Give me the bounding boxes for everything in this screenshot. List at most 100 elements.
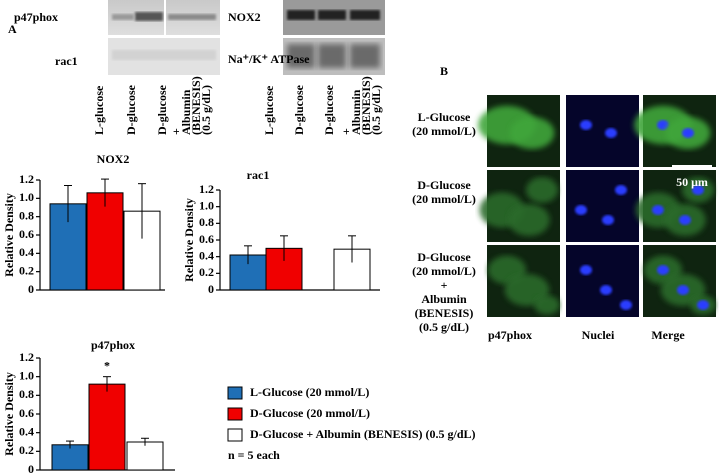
nucleus (692, 185, 704, 195)
micrograph (566, 170, 639, 242)
significance-marker: * (104, 358, 110, 372)
y-tick-label: 1.0 (199, 198, 214, 212)
y-tick-label: 0.4 (19, 424, 34, 438)
y-axis-label: Relative Density (2, 193, 16, 277)
chart-title: rac1 (247, 168, 270, 182)
nucleus (657, 265, 669, 275)
y-tick-label: 0.4 (199, 248, 214, 262)
micrographs (478, 95, 716, 317)
lane-label: + (169, 128, 183, 135)
row-label: (20 mmol/L) (412, 124, 476, 138)
column-label: p47phox (488, 328, 532, 342)
lane-label: (BENESIS) (189, 76, 203, 135)
y-tick-label: 0.6 (199, 232, 214, 246)
y-tick-label: 1.0 (19, 368, 34, 382)
y-tick-label: 0.2 (199, 265, 214, 279)
nucleus (679, 215, 691, 225)
cell-stain (504, 274, 550, 306)
nucleus (580, 120, 592, 130)
lane-label: D-glucose (155, 84, 169, 135)
lane-label: (0.5 g/dL) (369, 85, 383, 135)
row-label: Albumin (421, 292, 467, 306)
nucleus (682, 128, 694, 138)
y-tick-label: 1.2 (199, 182, 214, 196)
y-tick-label: 0.2 (19, 443, 34, 457)
column-label: Merge (651, 328, 685, 342)
y-tick-label: 0.6 (19, 227, 34, 241)
legend-swatch (227, 428, 243, 442)
nucleus (657, 120, 669, 130)
row-label: D-Glucose (417, 178, 471, 192)
nucleus (605, 128, 617, 138)
nucleus (602, 215, 614, 225)
row-label: (BENESIS) (415, 306, 474, 320)
lane-label: L-glucose (262, 85, 276, 135)
nucleus (697, 300, 709, 310)
panel-label: A (8, 22, 17, 36)
nucleus (580, 265, 592, 275)
y-tick-label: 0.8 (199, 215, 214, 229)
bar (86, 192, 124, 291)
legend-swatch (227, 386, 243, 400)
y-tick-label: 0 (28, 462, 34, 476)
y-tick-label: 0 (208, 282, 214, 296)
bar (51, 444, 89, 471)
nucleus (620, 300, 632, 310)
nucleus (615, 185, 627, 195)
y-tick-label: 0.8 (19, 208, 34, 222)
legend-label: D-Glucose (20 mmol/L) (250, 406, 370, 420)
row-label: L-Glucose (418, 110, 471, 124)
lane-label: + (339, 128, 353, 135)
lane-label: (BENESIS) (359, 76, 373, 135)
row-label: (0.5 g/dL) (419, 320, 469, 334)
bar (88, 383, 126, 471)
y-tick-label: 0.2 (19, 263, 34, 277)
cell-stain (508, 204, 550, 236)
y-tick-label: 1.2 (19, 172, 34, 186)
row-label: (20 mmol/L) (412, 192, 476, 206)
lane-label: D-glucose (124, 84, 138, 135)
y-axis-label: Relative Density (182, 198, 196, 282)
legend-label: L-Glucose (20 mmol/L) (250, 385, 369, 399)
lane-label: Albumin (179, 89, 193, 135)
nucleus (600, 285, 612, 295)
row-label: + (441, 278, 448, 292)
lane-label: L-glucose (92, 85, 106, 135)
y-tick-label: 1.0 (19, 190, 34, 204)
legend-note: n = 5 each (228, 448, 280, 462)
western-blot-left (108, 0, 220, 75)
column-label: Nuclei (582, 328, 615, 342)
blot-row-label: p47phox (14, 10, 58, 24)
row-label: (20 mmol/L) (412, 264, 476, 278)
scale-bar-label: 50 μm (676, 175, 708, 189)
lane-label: (0.5 g/dL) (199, 85, 213, 135)
blot-row-label: rac1 (55, 54, 78, 68)
lane-label: Albumin (349, 89, 363, 135)
cell-stain (526, 177, 558, 203)
legend-swatch (227, 407, 243, 421)
nucleus (677, 285, 689, 295)
cell-stain (509, 117, 555, 149)
y-tick-label: 0.4 (19, 245, 34, 259)
row-label: D-Glucose (417, 250, 471, 264)
micrograph (566, 95, 639, 167)
y-tick-label: 0.6 (19, 406, 34, 420)
nucleus (652, 205, 664, 215)
chart-title: p47phox (91, 338, 135, 352)
panel-label: B (440, 64, 448, 78)
y-tick-label: 0.8 (19, 387, 34, 401)
nucleus (575, 205, 587, 215)
cell-stain (534, 295, 560, 315)
y-tick-label: 0 (28, 282, 34, 296)
western-blot-right (283, 0, 385, 75)
y-axis-label: Relative Density (2, 372, 16, 456)
legend-label: D-Glucose + Albumin (BENESIS) (0.5 g/dL) (250, 427, 476, 441)
blot-row-label: NOX2 (228, 10, 261, 24)
lane-label: D-glucose (292, 84, 306, 135)
bar (126, 441, 164, 471)
y-tick-label: 1.2 (19, 350, 34, 364)
blot-row-label: Na⁺/K⁺ ATPase (228, 52, 310, 66)
chart-title: NOX2 (97, 152, 130, 166)
lane-label: D-glucose (322, 84, 336, 135)
